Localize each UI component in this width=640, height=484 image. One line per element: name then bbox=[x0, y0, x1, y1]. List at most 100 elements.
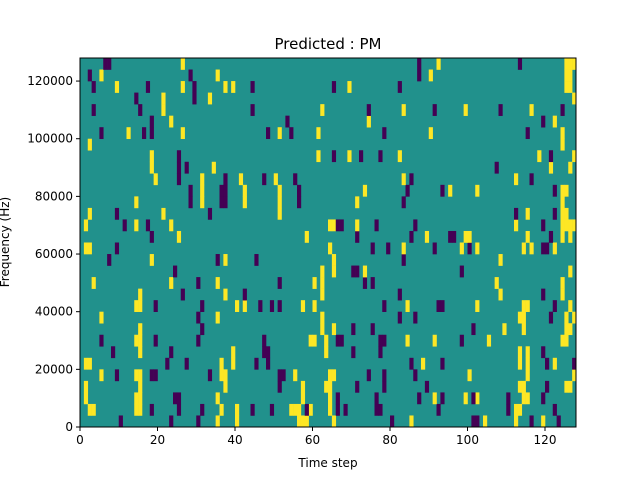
heatmap-cell-low bbox=[552, 184, 557, 197]
heatmap-cell-low bbox=[297, 184, 302, 197]
heatmap-cell-high bbox=[215, 311, 220, 324]
heatmap-cell-high bbox=[308, 334, 313, 347]
heatmap-cell-low bbox=[390, 415, 395, 428]
heatmap-cell-high bbox=[463, 392, 468, 405]
y-tick-label: 0 bbox=[65, 420, 73, 434]
heatmap-cell-low bbox=[370, 323, 375, 336]
heatmap-cell-high bbox=[277, 184, 282, 197]
heatmap-cell-low bbox=[266, 357, 271, 370]
heatmap-cell-high bbox=[347, 81, 352, 93]
heatmap-cell-low bbox=[498, 104, 503, 116]
y-tick-label: 40000 bbox=[35, 305, 73, 319]
heatmap-cell-high bbox=[219, 403, 224, 416]
heatmap-cell-high bbox=[572, 219, 577, 232]
heatmap-cell-low bbox=[114, 242, 120, 255]
heatmap-cell-high bbox=[409, 415, 414, 428]
heatmap-cell-high bbox=[91, 277, 96, 289]
heatmap-cell-high bbox=[328, 369, 333, 382]
heatmap-cell-high bbox=[235, 300, 240, 312]
heatmap-cell-low bbox=[176, 392, 182, 405]
heatmap-cell-high bbox=[568, 265, 573, 278]
heatmap-cell-low bbox=[560, 104, 565, 116]
heatmap-cell-high bbox=[273, 173, 278, 186]
heatmap-cell-low bbox=[529, 415, 534, 428]
heatmap-cell-high bbox=[328, 380, 333, 393]
heatmap-cell-high bbox=[529, 242, 534, 255]
heatmap-cell-low bbox=[572, 357, 577, 370]
heatmap-cell-low bbox=[401, 196, 406, 209]
heatmap-cell-high bbox=[560, 219, 565, 232]
heatmap-cell-high bbox=[362, 265, 368, 278]
heatmap-cell-low bbox=[413, 369, 418, 382]
heatmap-cell-high bbox=[83, 392, 89, 405]
heatmap-cell-high bbox=[331, 219, 337, 232]
heatmap-cell-low bbox=[281, 369, 286, 382]
heatmap-cell-low bbox=[397, 288, 402, 301]
x-tick-label: 120 bbox=[534, 433, 557, 447]
heatmap-cell-high bbox=[552, 115, 557, 128]
heatmap-cell-low bbox=[386, 242, 391, 255]
heatmap-cell-low bbox=[541, 115, 546, 128]
heatmap-cell-high bbox=[564, 323, 569, 336]
heatmap-cell-low bbox=[335, 403, 340, 416]
heatmap-cell-low bbox=[514, 207, 519, 220]
heatmap-cell-high bbox=[219, 357, 224, 370]
heatmap-cell-low bbox=[122, 219, 127, 232]
plot-frame bbox=[79, 57, 577, 428]
heatmap-cell-low bbox=[254, 254, 259, 266]
heatmap-cell-low bbox=[153, 300, 158, 312]
heatmap-cell-low bbox=[362, 277, 368, 289]
heatmap-cell-low bbox=[378, 403, 383, 416]
heatmap-cell-high bbox=[324, 380, 329, 393]
heatmap-cell-low bbox=[397, 81, 402, 93]
heatmap-cell-high bbox=[525, 369, 530, 382]
heatmap-cell-high bbox=[223, 288, 228, 301]
heatmap-cell-high bbox=[521, 311, 526, 324]
heatmap-cell-low bbox=[114, 369, 120, 382]
heatmap-cell-low bbox=[556, 415, 561, 428]
heatmap-cell-high bbox=[138, 403, 143, 416]
heatmap-cell-low bbox=[436, 403, 441, 416]
heatmap-cell-high bbox=[83, 219, 89, 232]
heatmap-cell-low bbox=[289, 127, 294, 140]
heatmap-cell-high bbox=[564, 184, 569, 197]
y-axis-label: Frequency (Hz) bbox=[0, 197, 12, 288]
heatmap-cell-high bbox=[401, 104, 406, 116]
heatmap-cell-high bbox=[138, 392, 143, 405]
heatmap-cell-low bbox=[351, 323, 356, 336]
heatmap-cell-high bbox=[355, 219, 360, 232]
heatmap-cell-high bbox=[514, 415, 519, 428]
heatmap-cell-low bbox=[188, 184, 193, 197]
heatmap-cell-low bbox=[506, 392, 511, 405]
heatmap-cell-low bbox=[196, 311, 201, 324]
heatmap-cell-high bbox=[494, 277, 499, 289]
heatmap-cell-low bbox=[355, 380, 360, 393]
heatmap-cell-high bbox=[242, 300, 247, 312]
heatmap-cell-high bbox=[405, 300, 410, 312]
heatmap-cell-low bbox=[304, 403, 309, 416]
heatmap-cell-high bbox=[498, 254, 503, 266]
heatmap-cell-high bbox=[517, 311, 523, 324]
heatmap-cell-high bbox=[405, 334, 410, 347]
heatmap-cell-low bbox=[184, 357, 189, 370]
x-tick-label: 60 bbox=[305, 433, 320, 447]
heatmap-cell-high bbox=[180, 58, 185, 70]
heatmap-cell-high bbox=[138, 334, 143, 347]
heatmap-cell-high bbox=[138, 380, 143, 393]
heatmap-cell-high bbox=[134, 196, 139, 209]
heatmap-cell-high bbox=[517, 357, 523, 370]
heatmap-cell-high bbox=[568, 323, 573, 336]
heatmap-cell-high bbox=[568, 300, 573, 312]
y-tick-label: 80000 bbox=[35, 189, 73, 203]
heatmap-cell-high bbox=[564, 81, 569, 93]
heatmap-cell-low bbox=[262, 334, 267, 347]
heatmap-cell-high bbox=[297, 415, 302, 428]
heatmap-cell-high bbox=[331, 323, 337, 336]
heatmap-cell-high bbox=[289, 403, 294, 416]
heatmap-cell-high bbox=[297, 403, 302, 416]
x-tick-label: 20 bbox=[150, 433, 165, 447]
heatmap-cell-high bbox=[560, 334, 565, 347]
heatmap-cell-high bbox=[300, 300, 306, 312]
heatmap-cell-high bbox=[223, 254, 228, 266]
heatmap-cell-low bbox=[258, 300, 263, 312]
